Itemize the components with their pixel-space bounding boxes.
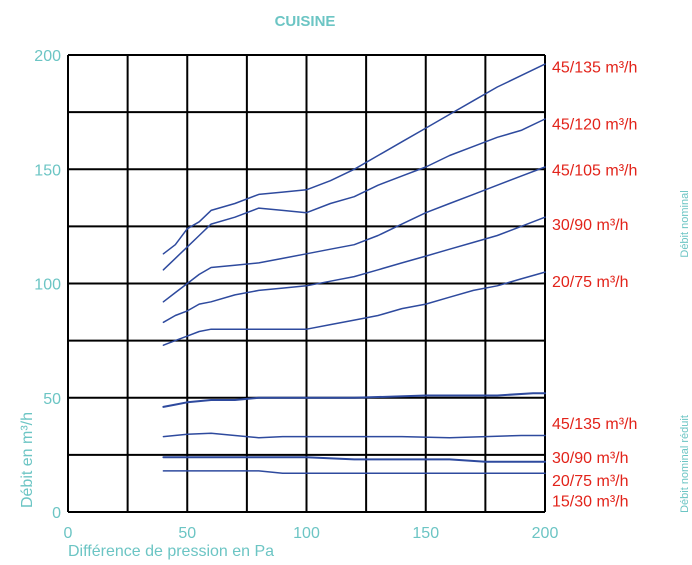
- series-label: 20/75 m³/h: [552, 274, 628, 291]
- x-tick-labels: 0 50 100 150 200: [64, 525, 559, 542]
- series-label: 30/90 m³/h: [552, 217, 628, 234]
- series-lines: [162, 63, 546, 474]
- y-tick-label: 100: [34, 277, 61, 294]
- series-label: 20/75 m³/h: [552, 473, 628, 490]
- y-tick-label: 150: [34, 162, 61, 179]
- y-axis-label: Débit en m³/h: [19, 412, 36, 508]
- series-line: [162, 166, 546, 303]
- y-tick-labels: 0 50 100 150 200: [34, 48, 61, 522]
- x-tick-label: 100: [293, 525, 320, 542]
- series-line: [162, 271, 546, 346]
- series-line: [162, 432, 546, 439]
- series-line: [162, 456, 546, 463]
- y-tick-label: 0: [52, 505, 61, 522]
- series-label: 45/120 m³/h: [552, 117, 637, 134]
- x-axis-label: Différence de pression en Pa: [68, 543, 274, 560]
- group-label-reduced: Débit nominal réduit: [679, 415, 691, 513]
- series-label: 45/135 m³/h: [552, 59, 637, 76]
- series-line: [162, 118, 546, 271]
- series-label: 30/90 m³/h: [552, 450, 628, 467]
- series-label: 15/30 m³/h: [552, 494, 628, 511]
- x-tick-label: 50: [178, 525, 196, 542]
- series-label: 45/105 m³/h: [552, 162, 637, 179]
- x-tick-label: 0: [64, 525, 73, 542]
- chart-title: CUISINE: [275, 13, 336, 30]
- x-tick-label: 200: [532, 525, 559, 542]
- series-line: [162, 216, 546, 324]
- chart-grid: [67, 54, 546, 513]
- group-label-nominal: Débit nominal: [679, 190, 691, 257]
- series-line: [162, 470, 546, 474]
- series-line: [162, 392, 546, 408]
- series-label: 45/135 m³/h: [552, 416, 637, 433]
- x-tick-label: 150: [412, 525, 439, 542]
- y-tick-label: 50: [43, 391, 61, 408]
- series-line: [162, 63, 546, 255]
- series-labels: 45/135 m³/h 45/120 m³/h 45/105 m³/h 30/90 m…: [552, 59, 637, 510]
- y-tick-label: 200: [34, 48, 61, 65]
